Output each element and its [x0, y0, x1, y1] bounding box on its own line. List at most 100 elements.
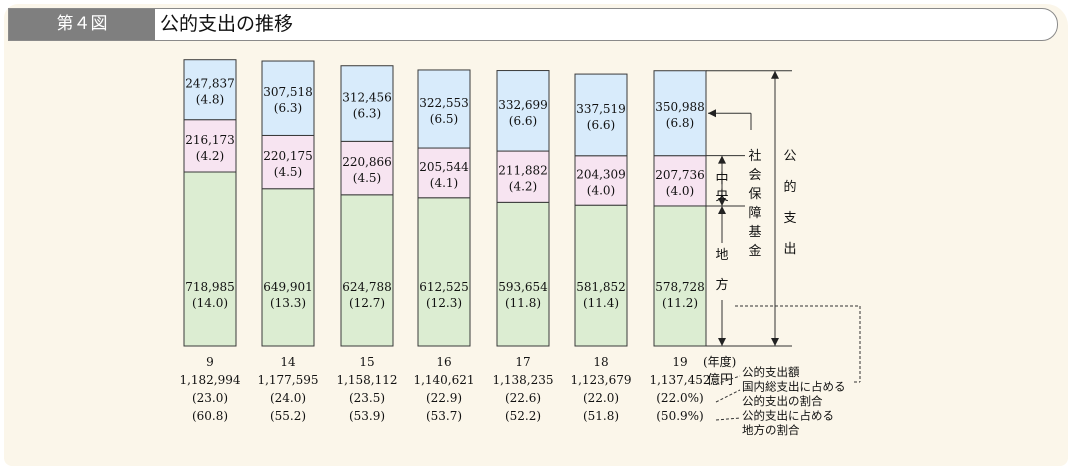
central-bracket-arrow-bottom	[718, 197, 726, 206]
bar-percent-label: (4.2)	[196, 149, 224, 163]
category-label: 9	[206, 355, 214, 369]
bar-value-label: 612,525	[419, 280, 469, 294]
bar-local-segment	[496, 201, 550, 347]
bar-social-security-segment	[496, 70, 550, 152]
bar-local-segment	[417, 197, 471, 347]
gdp-share-label: (23.5)	[349, 391, 385, 405]
local-share-label: (60.8)	[192, 409, 228, 423]
bar-percent-label: (4.1)	[430, 176, 458, 190]
gdp-share-label: (22.9)	[426, 391, 462, 405]
social-security-arrow	[708, 109, 716, 118]
bar-percent-label: (6.3)	[274, 101, 302, 115]
bar-percent-label: (4.5)	[353, 171, 381, 185]
bar-central-segment	[574, 155, 628, 206]
figure-title: 公的支出の推移	[160, 13, 294, 35]
bar-percent-label: (4.5)	[274, 165, 302, 179]
total-label: 1,138,235	[492, 373, 553, 387]
local-label: 地方	[715, 248, 728, 293]
local-share-label: (55.2)	[270, 409, 306, 423]
category-label: 14	[280, 355, 296, 369]
bar-social-security-segment	[417, 69, 471, 149]
bar-central-segment	[653, 155, 707, 207]
total-label: 1,158,112	[336, 373, 397, 387]
bar-social-security-segment	[653, 70, 707, 157]
bar-value-label: 207,736	[655, 168, 705, 182]
note-label: 国内総支出に占める	[742, 380, 846, 394]
bar-social-security-segment	[340, 65, 394, 142]
bar-percent-label: (11.2)	[662, 296, 698, 310]
category-label: 18	[593, 355, 608, 369]
bar-value-label: 216,173	[185, 133, 235, 147]
total-bracket-arrow-bottom	[771, 338, 779, 346]
bar-value-label: 337,519	[576, 102, 626, 116]
social-security-label: 社会保障基金	[748, 148, 761, 259]
local-bracket-arrow-top	[718, 205, 726, 214]
bar-value-label: 247,837	[185, 77, 235, 91]
bar-value-label: 312,456	[342, 91, 392, 105]
bar-value-label: 578,728	[655, 280, 705, 294]
bar-local-segment	[340, 194, 394, 347]
note-leader-share	[715, 417, 741, 421]
local-bracket-arrow-bottom	[718, 338, 726, 346]
bar-local-segment	[183, 171, 237, 347]
bar-local-segment	[574, 204, 628, 347]
gdp-share-label: (22.0)	[583, 391, 619, 405]
bar-percent-label: (11.4)	[583, 296, 619, 310]
total-bracket-arrow-top	[771, 70, 779, 79]
bar-value-label: 220,866	[342, 155, 392, 169]
bar-percent-label: (14.0)	[192, 296, 228, 310]
note-label: 公的支出の割合	[742, 394, 823, 408]
bar-social-security-segment	[183, 59, 237, 121]
local-share-label: (50.9%)	[656, 409, 703, 423]
central-bracket-arrow-top	[718, 155, 726, 164]
figure-header-bar	[8, 8, 1058, 41]
note-leader-gdp	[715, 389, 741, 403]
bar-value-label: 205,544	[419, 160, 469, 174]
central-label: 中央	[715, 172, 728, 204]
bar-value-label: 332,699	[498, 98, 548, 112]
bar-value-label: 718,985	[185, 280, 235, 294]
bar-local-segment	[261, 188, 315, 347]
bar-percent-label: (6.8)	[666, 116, 694, 130]
bar-value-label: 220,175	[263, 149, 313, 163]
gdp-share-label: (22.0%)	[656, 391, 703, 405]
bar-percent-label: (4.8)	[196, 93, 224, 107]
bar-percent-label: (6.6)	[587, 118, 615, 132]
category-label: 17	[515, 355, 530, 369]
total-bracket-label: 公的支出	[783, 149, 796, 257]
note-label: 公的支出に占める	[742, 409, 834, 423]
bar-central-segment	[340, 140, 394, 196]
local-share-label: (53.7)	[426, 409, 462, 423]
category-label: 19	[672, 355, 687, 369]
bar-percent-label: (12.7)	[349, 296, 385, 310]
local-share-label: (52.2)	[505, 409, 541, 423]
bar-percent-label: (4.0)	[666, 184, 694, 198]
bar-percent-label: (6.6)	[509, 114, 537, 128]
bar-percent-label: (6.3)	[353, 107, 381, 121]
bar-social-security-segment	[574, 73, 628, 157]
total-label: 1,140,621	[413, 373, 474, 387]
bar-value-label: 649,901	[263, 280, 313, 294]
bar-value-label: 322,553	[419, 96, 469, 110]
note-label: 地方の割合	[742, 423, 800, 437]
bar-central-segment	[417, 147, 471, 199]
gdp-share-label: (23.0)	[192, 391, 228, 405]
bar-percent-label: (6.5)	[430, 112, 458, 126]
note-label: 公的支出額	[742, 365, 800, 379]
total-label: 1,182,994	[179, 373, 240, 387]
bar-value-label: 624,788	[342, 280, 392, 294]
category-unit-label: (年度)	[703, 354, 736, 369]
category-label: 15	[359, 355, 374, 369]
total-label: 1,137,452	[649, 373, 710, 387]
bar-value-label: 593,654	[498, 280, 548, 294]
bar-percent-label: (11.8)	[505, 296, 541, 310]
bar-value-label: 350,988	[655, 100, 705, 114]
bar-percent-label: (4.2)	[509, 180, 537, 194]
note-leader-total	[715, 375, 741, 385]
local-share-label: (51.8)	[583, 409, 619, 423]
bar-social-security-segment	[261, 60, 315, 136]
total-label: 1,123,679	[570, 373, 631, 387]
bar-percent-label: (4.0)	[587, 183, 615, 197]
bar-value-label: 581,852	[576, 280, 626, 294]
